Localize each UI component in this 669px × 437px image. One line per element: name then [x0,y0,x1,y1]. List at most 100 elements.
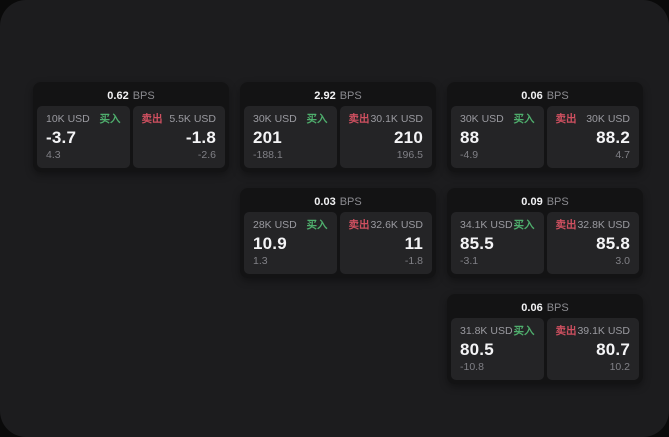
sell-label: 卖出 [348,219,370,231]
buy-label: 买入 [513,325,535,337]
sell-price-value: 85.8 [596,234,630,253]
quote-card-body: 10K USD 买入 -3.7 4.3 卖出 5.5K USD -1.8 -2.… [37,106,225,168]
sell-quote-tile[interactable]: 卖出 5.5K USD -1.8 -2.6 [132,106,225,168]
sell-quote-tile[interactable]: 卖出 39.1K USD 80.7 10.2 [546,318,639,380]
quote-card-body: 34.1K USD 买入 85.5 -3.1 卖出 32.8K USD 85.8… [451,212,639,274]
quote-card: 0.06 BPS 31.8K USD 买入 80.5 -10.8 卖出 39.1… [447,294,643,384]
bps-header: 0.06 BPS [451,86,639,106]
sell-price-value: -1.8 [185,128,216,147]
buy-delta-value: 1.3 [253,255,268,267]
sell-quote-tile[interactable]: 卖出 30K USD 88.2 4.7 [546,106,639,168]
sell-delta-value: -2.6 [197,149,216,161]
sell-quote-tile[interactable]: 卖出 30.1K USD 210 196.5 [339,106,432,168]
sell-tile-header: 卖出 30.1K USD [349,113,424,126]
quote-card: 0.09 BPS 34.1K USD 买入 85.5 -3.1 卖出 32.8K… [447,188,643,278]
bps-header: 0.03 BPS [244,192,432,212]
sell-delta-value: 196.5 [396,149,423,161]
quote-card: 0.03 BPS 28K USD 买入 10.9 1.3 卖出 32.6K US… [240,188,436,278]
sell-price-value: 80.7 [596,340,630,359]
sell-label: 卖出 [555,219,577,231]
bps-header: 0.09 BPS [451,192,639,212]
sell-quote-tile[interactable]: 卖出 32.6K USD 11 -1.8 [339,212,432,274]
buy-label: 买入 [513,219,535,231]
bps-value: 0.09 [521,196,543,208]
buy-amount-label: 30K USD [253,113,297,125]
bps-unit-label: BPS [546,90,569,102]
buy-amount-label: 34.1K USD [460,219,513,231]
buy-price-value: 201 [253,128,282,147]
buy-delta-value: -188.1 [253,149,283,161]
bps-header: 2.92 BPS [244,86,432,106]
buy-tile-header: 28K USD 买入 [253,219,328,232]
sell-tile-header: 卖出 39.1K USD [556,325,631,338]
sell-tile-header: 卖出 30K USD [556,113,631,126]
bps-header: 0.06 BPS [451,298,639,318]
sell-label: 卖出 [555,325,577,337]
bps-value: 0.06 [521,90,543,102]
quote-card-body: 31.8K USD 买入 80.5 -10.8 卖出 39.1K USD 80.… [451,318,639,380]
bps-value: 0.06 [521,302,543,314]
buy-delta-value: 4.3 [46,149,61,161]
bps-value: 2.92 [314,90,336,102]
bps-unit-label: BPS [339,90,362,102]
buy-delta-value: -4.9 [460,149,479,161]
buy-price-value: -3.7 [46,128,77,147]
buy-label: 买入 [99,113,121,125]
sell-tile-header: 卖出 32.8K USD [556,219,631,232]
buy-quote-tile[interactable]: 28K USD 买入 10.9 1.3 [244,212,337,274]
bps-value: 0.03 [314,196,336,208]
sell-price-value: 11 [404,234,423,253]
buy-label: 买入 [306,219,328,231]
buy-tile-header: 30K USD 买入 [460,113,535,126]
quote-card-grid: 0.62 BPS 10K USD 买入 -3.7 4.3 卖出 5.5K USD [33,82,643,384]
buy-tile-header: 30K USD 买入 [253,113,328,126]
sell-delta-value: -1.8 [404,255,423,267]
sell-price-value: 88.2 [596,128,630,147]
buy-tile-header: 31.8K USD 买入 [460,325,535,338]
buy-amount-label: 28K USD [253,219,297,231]
buy-tile-header: 34.1K USD 买入 [460,219,535,232]
sell-delta-value: 3.0 [615,255,630,267]
quote-card: 2.92 BPS 30K USD 买入 201 -188.1 卖出 30.1K … [240,82,436,172]
sell-amount-label: 32.8K USD [577,219,630,231]
buy-quote-tile[interactable]: 31.8K USD 买入 80.5 -10.8 [451,318,544,380]
buy-tile-header: 10K USD 买入 [46,113,121,126]
buy-quote-tile[interactable]: 30K USD 买入 88 -4.9 [451,106,544,168]
sell-tile-header: 卖出 5.5K USD [142,113,217,126]
quote-card-body: 30K USD 买入 201 -188.1 卖出 30.1K USD 210 1… [244,106,432,168]
buy-amount-label: 30K USD [460,113,504,125]
sell-label: 卖出 [555,113,577,125]
sell-amount-label: 32.6K USD [370,219,423,231]
sell-price-value: 210 [394,128,423,147]
quote-card: 0.62 BPS 10K USD 买入 -3.7 4.3 卖出 5.5K USD [33,82,229,172]
bps-unit-label: BPS [339,196,362,208]
buy-label: 买入 [306,113,328,125]
sell-quote-tile[interactable]: 卖出 32.8K USD 85.8 3.0 [546,212,639,274]
sell-label: 卖出 [348,113,370,125]
buy-price-value: 88 [460,128,480,147]
sell-amount-label: 5.5K USD [169,113,216,125]
quote-card-body: 28K USD 买入 10.9 1.3 卖出 32.6K USD 11 -1.8 [244,212,432,274]
quote-card: 0.06 BPS 30K USD 买入 88 -4.9 卖出 30K USD [447,82,643,172]
buy-price-value: 85.5 [460,234,494,253]
bps-unit-label: BPS [546,302,569,314]
buy-label: 买入 [513,113,535,125]
buy-delta-value: -10.8 [460,361,484,373]
bps-unit-label: BPS [132,90,155,102]
quote-card-body: 30K USD 买入 88 -4.9 卖出 30K USD 88.2 4.7 [451,106,639,168]
sell-label: 卖出 [141,113,163,125]
buy-price-value: 80.5 [460,340,494,359]
sell-delta-value: 4.7 [615,149,630,161]
buy-amount-label: 10K USD [46,113,90,125]
bps-unit-label: BPS [546,196,569,208]
buy-quote-tile[interactable]: 30K USD 买入 201 -188.1 [244,106,337,168]
sell-tile-header: 卖出 32.6K USD [349,219,424,232]
bps-header: 0.62 BPS [37,86,225,106]
buy-amount-label: 31.8K USD [460,325,513,337]
sell-amount-label: 30.1K USD [370,113,423,125]
bps-value: 0.62 [107,90,129,102]
buy-quote-tile[interactable]: 34.1K USD 买入 85.5 -3.1 [451,212,544,274]
sell-delta-value: 10.2 [609,361,630,373]
buy-quote-tile[interactable]: 10K USD 买入 -3.7 4.3 [37,106,130,168]
